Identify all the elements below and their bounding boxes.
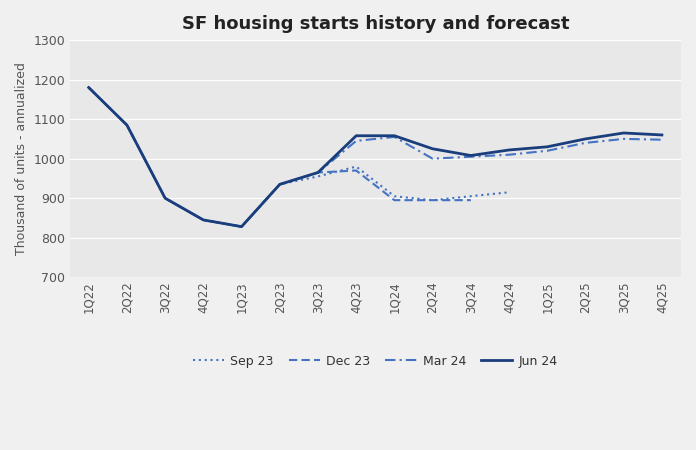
Y-axis label: Thousand of units - annualized: Thousand of units - annualized: [15, 62, 28, 255]
Title: SF housing starts history and forecast: SF housing starts history and forecast: [182, 15, 569, 33]
Legend: Sep 23, Dec 23, Mar 24, Jun 24: Sep 23, Dec 23, Mar 24, Jun 24: [188, 350, 563, 373]
